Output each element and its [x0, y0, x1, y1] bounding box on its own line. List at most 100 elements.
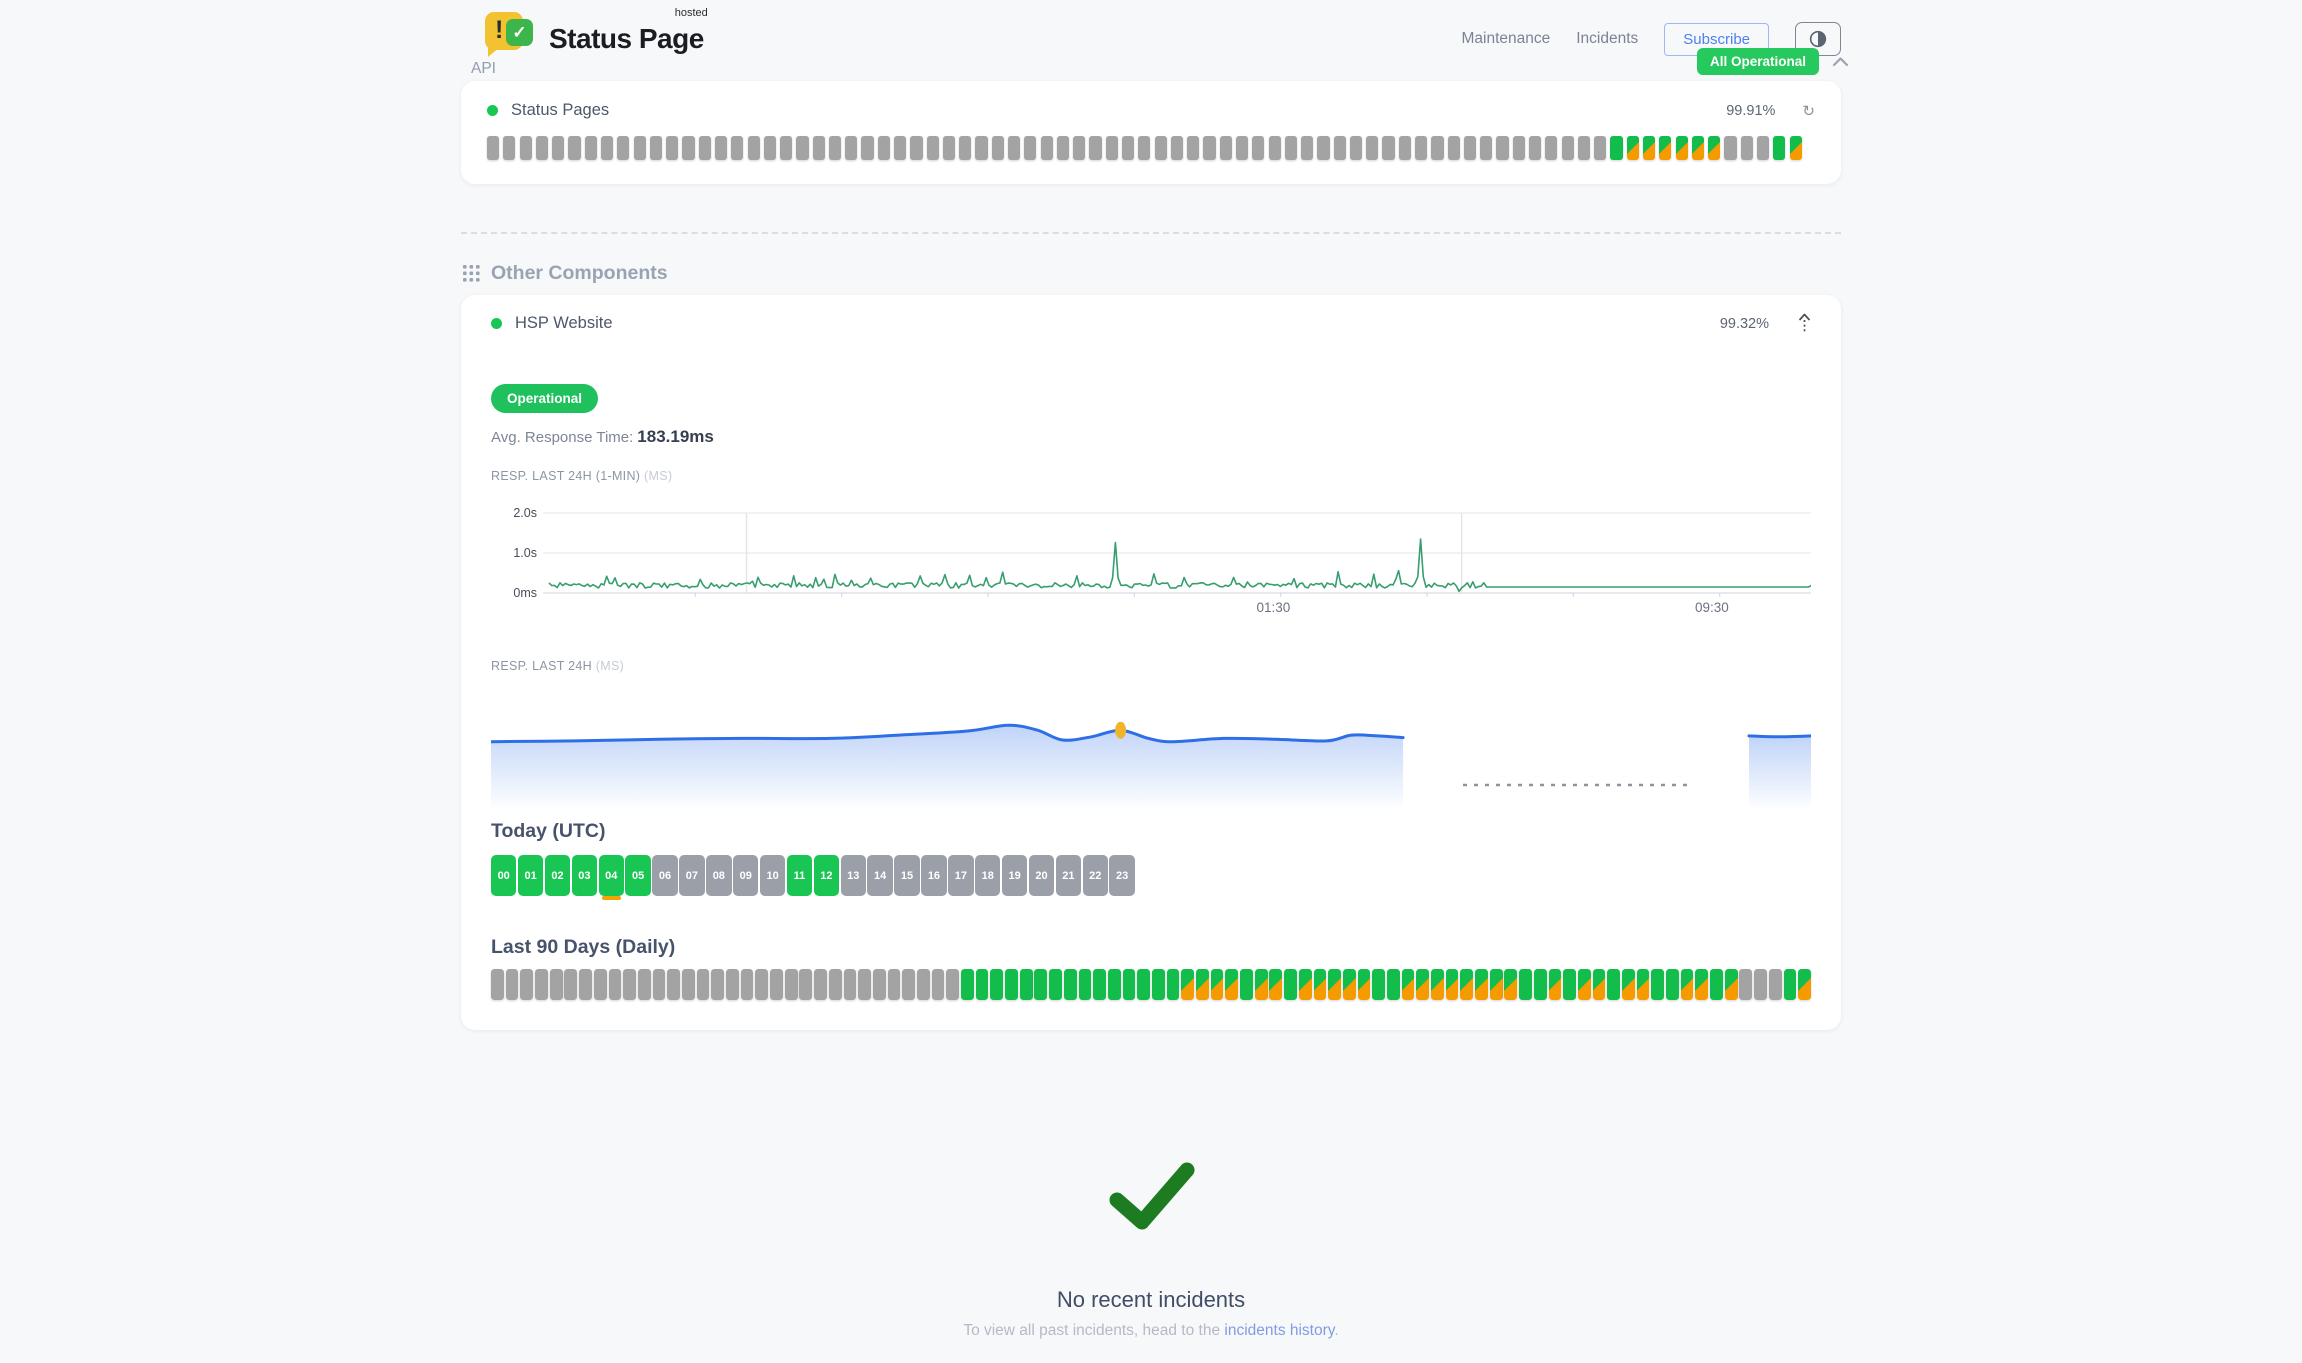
uptime-bar[interactable] [1040, 136, 1053, 160]
uptime-bar[interactable] [1008, 136, 1021, 160]
uptime-bar[interactable] [1105, 136, 1118, 160]
uptime-bar[interactable] [652, 969, 666, 1000]
uptime-bar[interactable] [910, 136, 923, 160]
uptime-bar[interactable] [1708, 136, 1721, 160]
uptime-bar[interactable] [1680, 969, 1694, 1000]
uptime-bar[interactable] [747, 136, 760, 160]
uptime-bar[interactable] [796, 136, 809, 160]
uptime-bar[interactable] [784, 969, 798, 1000]
uptime-bar[interactable] [1284, 136, 1297, 160]
uptime-bar[interactable] [1298, 969, 1312, 1000]
uptime-bar[interactable] [1666, 969, 1679, 1000]
uptime-bar[interactable] [1533, 969, 1547, 1000]
nav-maintenance[interactable]: Maintenance [1461, 30, 1551, 47]
uptime-bar[interactable] [740, 969, 754, 1000]
uptime-bar[interactable] [1416, 969, 1430, 1000]
uptime-bar[interactable] [682, 136, 695, 160]
uptime-bar[interactable] [812, 136, 825, 160]
nav-incidents[interactable]: Incidents [1576, 30, 1639, 47]
uptime-bar[interactable] [535, 136, 549, 160]
uptime-bar[interactable] [1284, 969, 1297, 1000]
hour-box[interactable]: 16 [921, 855, 947, 896]
hour-box[interactable]: 14 [867, 855, 893, 896]
uptime-bar[interactable] [1333, 136, 1346, 160]
uptime-bar[interactable] [942, 136, 956, 160]
uptime-bar[interactable] [1783, 969, 1797, 1000]
uptime-bar[interactable] [1366, 136, 1379, 160]
uptime-bar[interactable] [1349, 136, 1363, 160]
uptime-bar[interactable] [731, 136, 744, 160]
uptime-bar[interactable] [726, 969, 739, 1000]
uptime-bar[interactable] [505, 969, 519, 1000]
hour-box[interactable]: 11 [786, 855, 813, 896]
uptime-bar[interactable] [1398, 136, 1411, 160]
uptime-bar[interactable] [814, 969, 827, 1000]
uptime-bar[interactable] [1675, 136, 1688, 160]
uptime-bar[interactable] [503, 136, 516, 160]
uptime-bar[interactable] [1621, 969, 1635, 1000]
uptime-bar[interactable] [1056, 136, 1070, 160]
uptime-bar[interactable] [1138, 136, 1151, 160]
uptime-bar[interactable] [1121, 136, 1135, 160]
uptime-bar[interactable] [519, 136, 532, 160]
uptime-bar[interactable] [1093, 969, 1106, 1000]
uptime-bar[interactable] [1317, 136, 1330, 160]
uptime-bar[interactable] [593, 969, 607, 1000]
hour-box[interactable]: 18 [975, 855, 1001, 896]
uptime-bar[interactable] [1577, 969, 1591, 1000]
uptime-bar[interactable] [1049, 969, 1062, 1000]
uptime-bar[interactable] [487, 136, 500, 160]
uptime-bar[interactable] [1798, 969, 1811, 1000]
hour-box[interactable]: 03 [571, 855, 598, 896]
uptime-bar[interactable] [991, 136, 1004, 160]
uptime-bar[interactable] [1607, 969, 1621, 1000]
uptime-bar[interactable] [714, 136, 728, 160]
uptime-bar[interactable] [1313, 969, 1327, 1000]
uptime-bar[interactable] [828, 969, 842, 1000]
uptime-bar[interactable] [1659, 136, 1672, 160]
uptime-bar[interactable] [1512, 136, 1525, 160]
uptime-bar[interactable] [1210, 969, 1224, 1000]
uptime-bar[interactable] [1577, 136, 1591, 160]
uptime-bar[interactable] [637, 969, 651, 1000]
uptime-bar[interactable] [1342, 969, 1356, 1000]
uptime-bar[interactable] [946, 969, 960, 1000]
hour-box[interactable]: 17 [948, 855, 974, 896]
hour-box[interactable]: 04 [598, 855, 624, 900]
uptime-bar[interactable] [1219, 136, 1232, 160]
uptime-bar[interactable] [1089, 136, 1102, 160]
uptime-bar[interactable] [1739, 969, 1753, 1000]
hour-box[interactable]: 13 [840, 855, 866, 896]
hour-box[interactable]: 00 [491, 855, 517, 896]
uptime-bar[interactable] [1610, 136, 1623, 160]
uptime-bar[interactable] [1460, 969, 1474, 1000]
uptime-bar[interactable] [1768, 969, 1782, 1000]
uptime-bar[interactable] [1382, 136, 1395, 160]
uptime-bar[interactable] [763, 136, 776, 160]
uptime-bar[interactable] [1137, 969, 1151, 1000]
uptime-bar[interactable] [1269, 969, 1283, 1000]
uptime-bar[interactable] [1447, 136, 1460, 160]
uptime-bar[interactable] [1545, 136, 1558, 160]
incidents-history-link[interactable]: incidents history [1224, 1322, 1335, 1339]
uptime-bar[interactable] [1489, 969, 1503, 1000]
uptime-bar[interactable] [1181, 969, 1195, 1000]
uptime-bar[interactable] [1166, 969, 1180, 1000]
uptime-bar[interactable] [666, 136, 679, 160]
uptime-bar[interactable] [861, 136, 874, 160]
uptime-bar[interactable] [1496, 136, 1509, 160]
uptime-bar[interactable] [608, 969, 622, 1000]
uptime-bar[interactable] [1756, 136, 1770, 160]
uptime-bar[interactable] [1480, 136, 1493, 160]
arrow-up-dotted-icon[interactable] [1798, 313, 1811, 334]
uptime-bar[interactable] [1724, 969, 1738, 1000]
uptime-bar[interactable] [1122, 969, 1136, 1000]
uptime-bar[interactable] [1740, 136, 1753, 160]
uptime-bar[interactable] [916, 969, 930, 1000]
uptime-bar[interactable] [1187, 136, 1200, 160]
uptime-bar[interactable] [535, 969, 548, 1000]
uptime-bar[interactable] [1651, 969, 1665, 1000]
uptime-bar[interactable] [887, 969, 901, 1000]
uptime-bar[interactable] [1561, 136, 1574, 160]
uptime-bar[interactable] [1401, 969, 1415, 1000]
